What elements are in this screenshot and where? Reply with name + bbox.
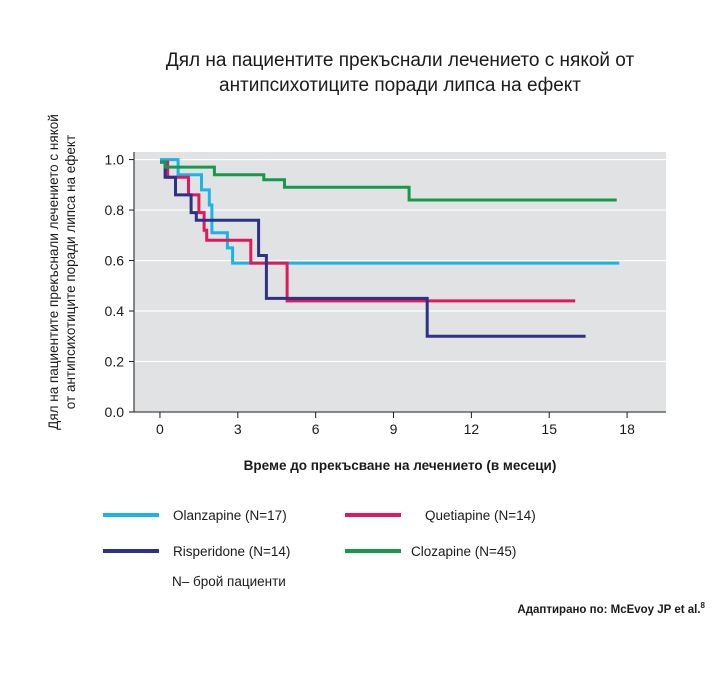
chart-title-line: Дял на пациентите прекъснали лечението с… [165,50,635,71]
legend-swatch [103,549,159,553]
x-tick-label: 0 [156,421,164,437]
series-line-risperidone [160,160,586,338]
legend-swatch [345,513,401,517]
legend-swatch [345,549,401,553]
x-axis-label: Време до прекъсване на лечението (в месе… [243,458,557,473]
y-tick-label: 0.6 [105,253,125,269]
legend-item-clozapine: Clozapine (N=45) [345,541,516,561]
source-text: Адаптирано по: McEvoy JP et al. [517,603,701,616]
chart-title: Дял на пациентите прекъснали лечението с… [100,48,700,98]
x-tick-label: 3 [234,421,242,437]
series-line-clozapine [160,160,617,202]
legend-item-risperidone: Risperidone (N=14) [103,541,290,561]
x-tick-label: 6 [312,421,320,437]
y-tick-label: 0.2 [105,354,125,370]
legend-note: N– брой пациенти [172,574,286,589]
x-tick-label: 15 [541,421,557,437]
legend-label: Quetiapine (N=14) [425,507,536,523]
legend-item-olanzapine: Olanzapine (N=17) [103,505,287,525]
legend-label: Risperidone (N=14) [173,543,291,559]
legend-swatch [103,513,159,517]
y-tick-label: 0.4 [105,303,125,319]
x-tick-label: 18 [619,421,635,437]
y-tick-label: 0.8 [105,202,125,218]
series-line-olanzapine [160,158,620,265]
legend-label: Olanzapine (N=17) [173,507,287,523]
y-tick-label: 1.0 [105,152,125,168]
source-credit: Адаптирано по: McEvoy JP et al.8 [517,601,705,616]
legend-item-quetiapine: Quetiapine (N=14) [345,505,536,525]
source-reference: 8 [700,601,705,610]
legend-label: Clozapine (N=45) [411,543,517,559]
chart-title-line: антипсихотиците поради липса на ефект [219,75,581,96]
x-tick-label: 12 [464,421,480,437]
y-tick-label: 0.0 [105,404,125,420]
x-tick-label: 9 [390,421,398,437]
plot-area [134,152,666,412]
